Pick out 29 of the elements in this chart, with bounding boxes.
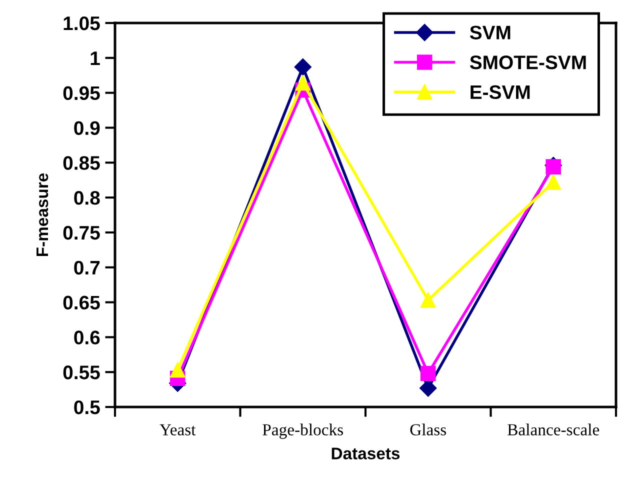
x-tick-label: Page-blocks — [262, 424, 343, 439]
y-tick-label: 0.75 — [63, 226, 100, 240]
x-axis-title: Datasets — [332, 448, 400, 460]
point — [420, 292, 436, 308]
point — [420, 366, 436, 382]
y-tick-label: 0.9 — [74, 121, 100, 135]
legend-label: SVM — [470, 26, 510, 40]
x-tick-label: Balance-scale — [508, 424, 600, 436]
y-axis-title: F-measure — [36, 173, 48, 256]
legend-label: SMOTE-SVM — [470, 55, 586, 70]
y-tick-label: 0.8 — [74, 191, 100, 205]
y-tick-label: 0.6 — [74, 330, 100, 344]
point — [420, 380, 437, 397]
y-tick-label: 0.95 — [63, 86, 100, 100]
y-tick-label: 1.05 — [64, 16, 100, 30]
point — [294, 58, 312, 76]
y-tick-label: 0.7 — [74, 260, 100, 275]
y-tick-label: 1 — [90, 52, 100, 65]
y-tick-label: 0.5 — [74, 400, 100, 414]
legend-label: E-SVM — [470, 85, 530, 100]
y-tick-label: 0.65 — [63, 296, 100, 310]
y-tick-label: 0.85 — [63, 156, 100, 170]
point — [546, 159, 562, 174]
y-tick-label: 0.55 — [63, 366, 100, 380]
x-tick-label: Glass — [410, 424, 446, 436]
x-tick-label: Yeast — [160, 424, 196, 436]
point — [295, 75, 311, 91]
point — [546, 174, 562, 190]
point — [170, 362, 186, 378]
